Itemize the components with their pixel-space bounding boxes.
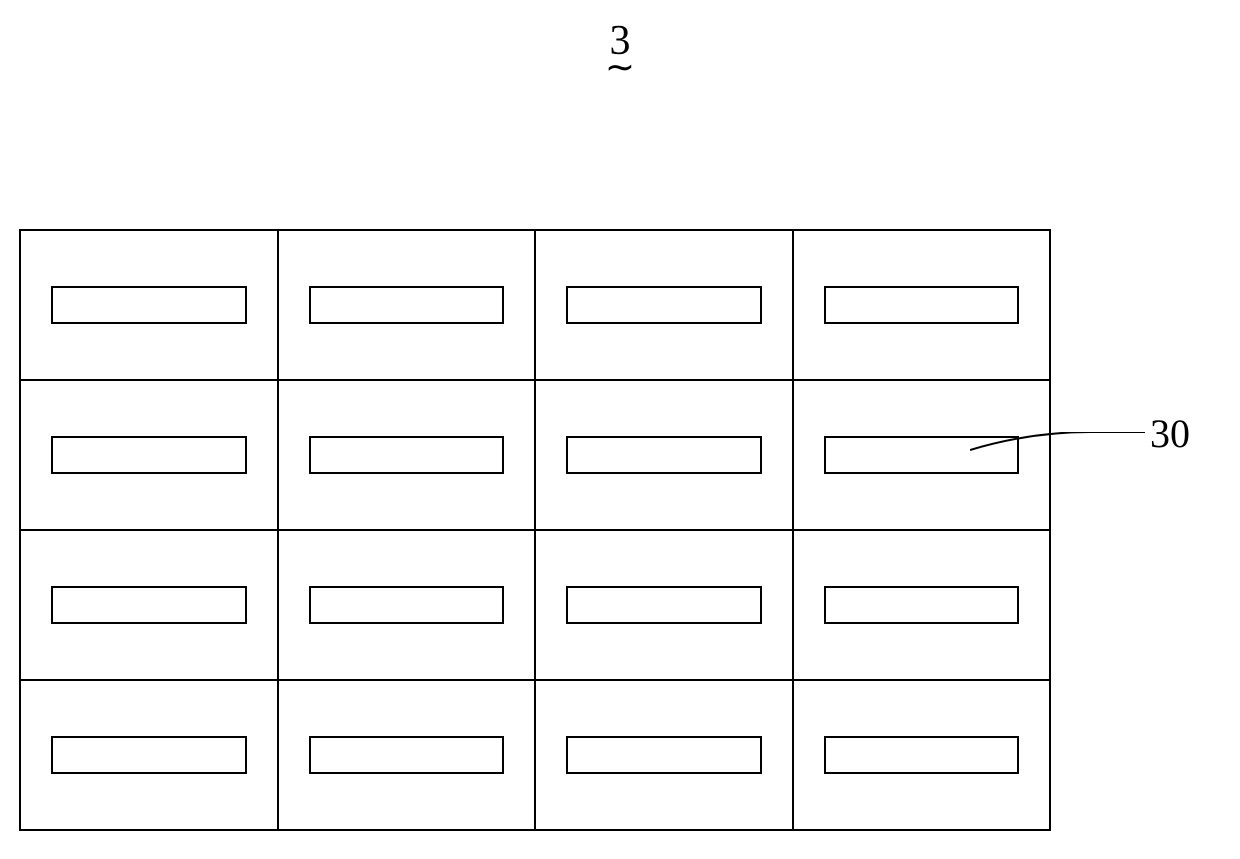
grid-cell <box>277 529 537 681</box>
inner-element <box>824 286 1020 324</box>
callout-leader-line <box>970 432 1150 472</box>
inner-element <box>566 586 762 624</box>
grid-cell <box>792 229 1052 381</box>
inner-element <box>51 736 247 774</box>
inner-element <box>309 286 505 324</box>
inner-element <box>566 436 762 474</box>
inner-element <box>566 736 762 774</box>
grid-cell <box>534 379 794 531</box>
grid-cell <box>19 529 279 681</box>
grid-cell <box>534 229 794 381</box>
grid-cell <box>19 229 279 381</box>
inner-element <box>51 286 247 324</box>
grid-cell <box>277 229 537 381</box>
grid-cell <box>19 379 279 531</box>
top-label-underline: ∼ <box>605 58 635 76</box>
grid-cell <box>534 529 794 681</box>
grid-cell <box>277 679 537 831</box>
grid-cell <box>19 679 279 831</box>
inner-element <box>824 736 1020 774</box>
inner-element <box>51 586 247 624</box>
inner-element <box>51 436 247 474</box>
grid-cell <box>534 679 794 831</box>
grid-cell <box>277 379 537 531</box>
inner-element <box>309 736 505 774</box>
grid-cell <box>792 679 1052 831</box>
inner-element <box>566 286 762 324</box>
grid-cell <box>792 529 1052 681</box>
callout-reference-label: 30 <box>1150 410 1190 457</box>
inner-element <box>309 436 505 474</box>
top-reference-label: 3 ∼ <box>605 20 635 76</box>
component-grid <box>20 230 1050 830</box>
inner-element <box>309 586 505 624</box>
inner-element <box>824 586 1020 624</box>
